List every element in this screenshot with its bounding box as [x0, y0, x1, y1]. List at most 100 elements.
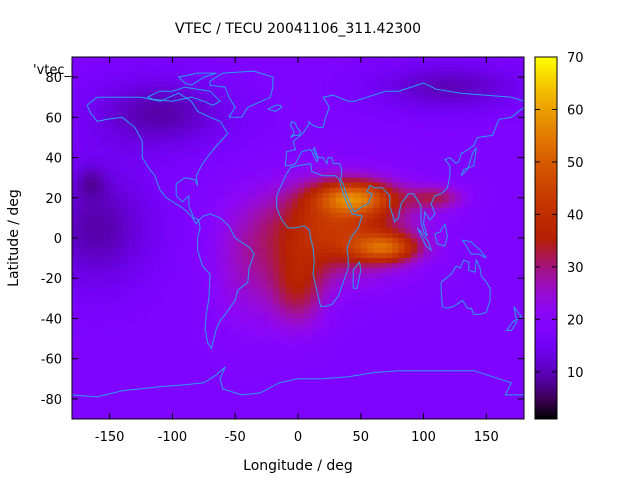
heatmap-cell — [109, 263, 117, 269]
heatmap-cell — [404, 238, 412, 244]
heatmap-cell — [115, 107, 123, 113]
heatmap-cell — [461, 253, 469, 259]
heatmap-cell — [373, 383, 381, 390]
heatmap-cell — [473, 107, 481, 113]
heatmap-cell — [398, 172, 406, 179]
heatmap-cell — [191, 243, 199, 249]
heatmap-cell — [128, 313, 136, 320]
heatmap-cell — [354, 323, 362, 330]
heatmap-cell — [373, 388, 381, 395]
heatmap-cell — [72, 102, 79, 108]
heatmap-cell — [323, 232, 330, 239]
heatmap-cell — [436, 82, 443, 88]
heatmap-cell — [436, 72, 443, 78]
heatmap-cell — [134, 388, 142, 395]
heatmap-cell — [404, 398, 412, 405]
heatmap-cell — [115, 303, 123, 309]
heatmap-cell — [310, 313, 318, 320]
heatmap-cell — [310, 112, 318, 118]
heatmap-cell — [486, 62, 494, 68]
heatmap-cell — [517, 62, 524, 68]
heatmap-cell — [436, 313, 443, 320]
heatmap-cell — [272, 338, 280, 345]
heatmap-cell — [429, 197, 437, 204]
heatmap-cell — [134, 142, 142, 149]
heatmap-cell — [348, 363, 356, 370]
heatmap-cell — [454, 227, 462, 234]
heatmap-cell — [72, 338, 79, 345]
heatmap-cell — [360, 127, 368, 134]
heatmap-cell — [423, 328, 431, 335]
heatmap-cell — [461, 87, 469, 93]
heatmap-cell — [291, 232, 299, 239]
heatmap-cell — [128, 232, 136, 239]
heatmap-cell — [480, 202, 487, 209]
heatmap-cell — [178, 368, 186, 375]
heatmap-cell — [323, 258, 330, 264]
heatmap-cell — [254, 278, 261, 284]
heatmap-cell — [241, 187, 249, 194]
heatmap-cell — [354, 363, 362, 370]
heatmap-cell — [84, 358, 92, 365]
heatmap-cell — [511, 363, 519, 370]
heatmap-cell — [128, 338, 136, 345]
heatmap-cell — [442, 87, 450, 93]
heatmap-cell — [247, 243, 255, 249]
heatmap-cell — [222, 353, 230, 360]
heatmap-cell — [417, 353, 425, 360]
heatmap-cell — [505, 62, 513, 68]
heatmap-cell — [354, 132, 362, 139]
heatmap-cell — [316, 192, 324, 199]
heatmap-cell — [141, 87, 148, 93]
heatmap-cell — [304, 132, 312, 139]
heatmap-cell — [228, 167, 236, 174]
heatmap-cell — [90, 253, 98, 259]
heatmap-cell — [348, 212, 356, 219]
heatmap-cell — [153, 167, 161, 174]
heatmap-cell — [222, 388, 230, 395]
heatmap-cell — [291, 157, 299, 164]
heatmap-cell — [298, 182, 305, 189]
heatmap-cell — [235, 182, 243, 189]
heatmap-cell — [122, 92, 130, 98]
heatmap-cell — [235, 263, 243, 269]
heatmap-cell — [72, 232, 79, 239]
heatmap-cell — [185, 263, 192, 269]
heatmap-cell — [429, 303, 437, 309]
heatmap-cell — [498, 268, 506, 274]
heatmap-cell — [90, 398, 98, 405]
heatmap-cell — [461, 288, 469, 294]
heatmap-cell — [360, 222, 368, 229]
heatmap-cell — [197, 212, 205, 219]
heatmap-cell — [153, 127, 161, 134]
heatmap-cell — [228, 112, 236, 118]
heatmap-cell — [241, 278, 249, 284]
heatmap-cell — [247, 393, 255, 400]
heatmap-cell — [90, 87, 98, 93]
heatmap-cell — [241, 107, 249, 113]
heatmap-cell — [191, 222, 199, 229]
heatmap-cell — [442, 192, 450, 199]
heatmap-cell — [329, 147, 337, 154]
heatmap-cell — [417, 182, 425, 189]
heatmap-cell — [266, 263, 274, 269]
heatmap-cell — [260, 268, 268, 274]
heatmap-cell — [454, 248, 462, 254]
heatmap-cell — [442, 62, 450, 68]
heatmap-cell — [84, 403, 92, 410]
heatmap-cell — [404, 293, 412, 299]
heatmap-cell — [153, 343, 161, 350]
heatmap-cell — [222, 102, 230, 108]
heatmap-cell — [197, 117, 205, 123]
heatmap-cell — [461, 167, 469, 174]
heatmap-cell — [461, 57, 469, 63]
heatmap-cell — [254, 227, 261, 234]
heatmap-cell — [486, 243, 494, 249]
heatmap-cell — [128, 82, 136, 88]
heatmap-cell — [185, 122, 192, 128]
heatmap-cell — [210, 137, 217, 144]
heatmap-cell — [147, 298, 155, 304]
heatmap-cell — [241, 182, 249, 189]
heatmap-cell — [147, 57, 155, 63]
heatmap-cell — [379, 67, 387, 73]
